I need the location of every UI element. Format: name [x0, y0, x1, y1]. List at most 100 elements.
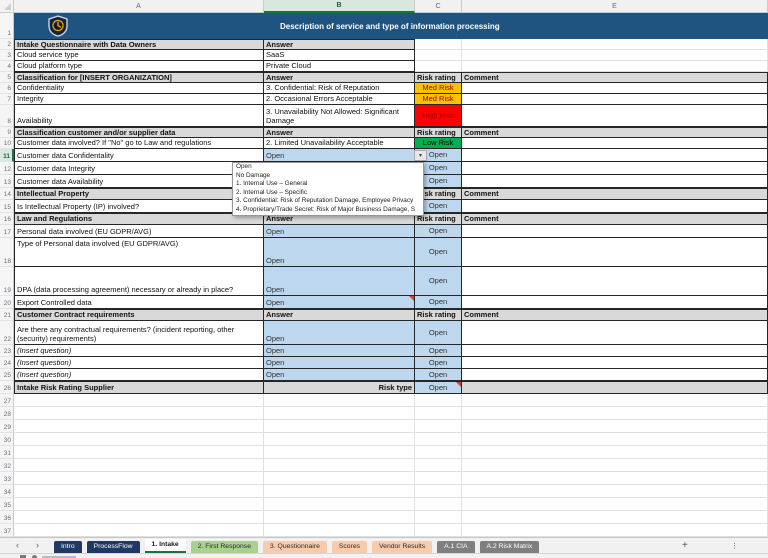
cell-C26[interactable]: Open: [415, 381, 462, 394]
row-header-18[interactable]: 18: [0, 238, 14, 267]
select-all-corner[interactable]: [0, 0, 14, 13]
cell-E4[interactable]: [462, 61, 768, 72]
row-header-1[interactable]: 1: [0, 13, 14, 39]
cell-A33[interactable]: [14, 472, 264, 485]
sheet-tab-processflow[interactable]: ProcessFlow: [86, 540, 140, 553]
cell-B7[interactable]: 2. Occasional Errors Acceptable: [264, 94, 415, 105]
cell-E34[interactable]: [462, 485, 768, 498]
cell-C27[interactable]: [415, 394, 462, 407]
row-header-8[interactable]: 8: [0, 105, 14, 127]
cell-A13[interactable]: Customer data Availability: [14, 175, 264, 188]
sheet-tab-intro[interactable]: Intro: [54, 540, 82, 553]
cell-B35[interactable]: [264, 498, 415, 511]
cell-C33[interactable]: [415, 472, 462, 485]
cell-A14[interactable]: Intellectual Property: [14, 188, 264, 200]
cell-E26[interactable]: [462, 381, 768, 394]
cell-A7[interactable]: Integrity: [14, 94, 264, 105]
cell-C5[interactable]: Risk rating: [415, 72, 462, 83]
cell-B6[interactable]: 3. Confidential: Risk of Reputation: [264, 83, 415, 94]
row-header-15[interactable]: 15: [0, 200, 14, 213]
row-header-31[interactable]: 31: [0, 446, 14, 459]
cell-E20[interactable]: [462, 296, 768, 309]
cell-B11[interactable]: Open: [264, 149, 415, 162]
dropdown-arrow-button[interactable]: ▾: [414, 150, 427, 161]
cell-C7[interactable]: Med Risk: [415, 94, 462, 105]
row-header-26[interactable]: 26: [0, 381, 14, 394]
cell-B28[interactable]: [264, 407, 415, 420]
row-header-32[interactable]: 32: [0, 459, 14, 472]
cell-A9[interactable]: Classification customer and/or supplier …: [14, 127, 264, 138]
cell-C4[interactable]: [415, 61, 462, 72]
row-header-7[interactable]: 7: [0, 94, 14, 105]
cell-E36[interactable]: [462, 511, 768, 524]
cell-A23[interactable]: (Insert question): [14, 345, 264, 357]
cell-C3[interactable]: [415, 50, 462, 61]
cell-C21[interactable]: Risk rating: [415, 309, 462, 321]
cell-C18[interactable]: Open: [415, 238, 462, 267]
cell-B34[interactable]: [264, 485, 415, 498]
cell-C34[interactable]: [415, 485, 462, 498]
row-header-2[interactable]: 2: [0, 39, 14, 50]
row-header-27[interactable]: 27: [0, 394, 14, 407]
dropdown-option-6[interactable]: 4. Proprietary/Trade Secret: Risk of Maj…: [236, 205, 416, 213]
cell-C17[interactable]: Open: [415, 225, 462, 238]
cell-A3[interactable]: Cloud service type: [14, 50, 264, 61]
cell-B23[interactable]: Open: [264, 345, 415, 357]
cell-E28[interactable]: [462, 407, 768, 420]
cell-B10[interactable]: 2. Limited Unavailability Acceptable: [264, 138, 415, 149]
cell-E5[interactable]: Comment: [462, 72, 768, 83]
cell-E16[interactable]: Comment: [462, 213, 768, 225]
cell-B24[interactable]: Open: [264, 357, 415, 369]
cell-C15[interactable]: Open: [415, 200, 462, 213]
cell-B37[interactable]: [264, 524, 415, 537]
row-header-19[interactable]: 19: [0, 267, 14, 296]
row-header-10[interactable]: 10: [0, 138, 14, 149]
sheet-tab-scores[interactable]: Scores: [331, 540, 368, 553]
cell-B9[interactable]: Answer: [264, 127, 415, 138]
cell-B22[interactable]: Open: [264, 321, 415, 345]
cell-B8[interactable]: 3. Unavailability Not Allowed: Significa…: [264, 105, 415, 127]
cell-E25[interactable]: [462, 369, 768, 381]
cell-A29[interactable]: [14, 420, 264, 433]
cell-C22[interactable]: Open: [415, 321, 462, 345]
row-header-21[interactable]: 21: [0, 309, 14, 321]
cell-A17[interactable]: Personal data involved (EU GDPR/AVG): [14, 225, 264, 238]
cell-A10[interactable]: Customer data involved? If "No" go to La…: [14, 138, 264, 149]
row-header-13[interactable]: 13: [0, 175, 14, 188]
cell-A19[interactable]: DPA (data processing agreement) necessar…: [14, 267, 264, 296]
dropdown-option-2[interactable]: No Damage: [236, 171, 271, 179]
cell-E13[interactable]: [462, 175, 768, 188]
cell-A31[interactable]: [14, 446, 264, 459]
sheet-tab-1-intake[interactable]: 1. Intake: [144, 538, 186, 553]
row-header-20[interactable]: 20: [0, 296, 14, 309]
cell-E32[interactable]: [462, 459, 768, 472]
row-header-23[interactable]: 23: [0, 345, 14, 357]
row-header-22[interactable]: 22: [0, 321, 14, 345]
cell-E15[interactable]: [462, 200, 768, 213]
cell-E11[interactable]: [462, 149, 768, 162]
cell-E31[interactable]: [462, 446, 768, 459]
tab-overflow-menu[interactable]: ⋮: [731, 542, 738, 550]
cell-B21[interactable]: Answer: [264, 309, 415, 321]
cell-C36[interactable]: [415, 511, 462, 524]
cell-A25[interactable]: (Insert question): [14, 369, 264, 381]
sheet-tab-2-first-response[interactable]: 2. First Response: [190, 540, 258, 553]
column-header-C[interactable]: C: [415, 0, 462, 13]
cell-A15[interactable]: Is Intellectual Property (IP) involved?: [14, 200, 264, 213]
cell-A28[interactable]: [14, 407, 264, 420]
column-header-B[interactable]: B: [264, 0, 415, 13]
cell-B18[interactable]: Open: [264, 238, 415, 267]
cell-C14[interactable]: Risk rating: [415, 188, 462, 200]
cell-C19[interactable]: Open: [415, 267, 462, 296]
cell-B4[interactable]: Private Cloud: [264, 61, 415, 72]
dropdown-option-4[interactable]: 2. Internal Use – Specific: [236, 188, 308, 196]
row-header-24[interactable]: 24: [0, 357, 14, 369]
dropdown-option-5[interactable]: 3. Confidential: Risk of Reputation Dama…: [236, 197, 414, 205]
sheet-tab-vendor-results[interactable]: Vendor Results: [372, 540, 433, 553]
cell-A22[interactable]: Are there any contractual requirements? …: [14, 321, 264, 345]
cell-B3[interactable]: SaaS: [264, 50, 415, 61]
cell-B36[interactable]: [264, 511, 415, 524]
cell-B31[interactable]: [264, 446, 415, 459]
cell-B5[interactable]: Answer: [264, 72, 415, 83]
cell-C9[interactable]: Risk rating: [415, 127, 462, 138]
